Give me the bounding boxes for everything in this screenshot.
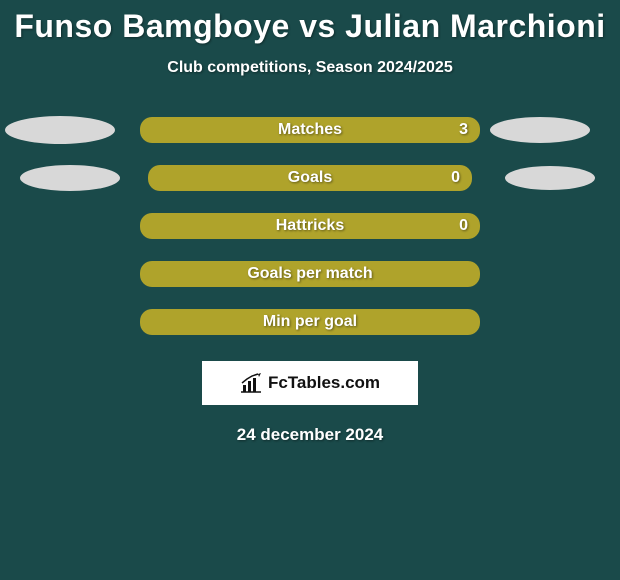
date-text: 24 december 2024 <box>0 425 620 445</box>
stat-row: Goals0 <box>0 165 620 191</box>
logo-box: FcTables.com <box>202 361 418 405</box>
stat-label: Matches <box>140 117 480 143</box>
right-marker <box>505 166 595 190</box>
stat-rows: Matches3Goals0Hattricks0Goals per matchM… <box>0 117 620 335</box>
stat-label: Goals <box>140 165 480 191</box>
left-marker <box>20 165 120 191</box>
stat-row: Hattricks0 <box>0 213 620 239</box>
stat-label: Min per goal <box>140 309 480 335</box>
stat-label: Hattricks <box>140 213 480 239</box>
stat-row: Goals per match <box>0 261 620 287</box>
stat-value: 0 <box>451 165 460 191</box>
stat-row: Min per goal <box>0 309 620 335</box>
stat-value: 0 <box>459 213 468 239</box>
stat-label: Goals per match <box>140 261 480 287</box>
page-title: Funso Bamgboye vs Julian Marchioni <box>0 0 620 45</box>
stat-row: Matches3 <box>0 117 620 143</box>
subtitle: Club competitions, Season 2024/2025 <box>0 59 620 77</box>
right-marker <box>490 117 590 143</box>
logo-text: FcTables.com <box>268 373 380 393</box>
bar-chart-icon <box>240 373 262 393</box>
left-marker <box>5 116 115 144</box>
stat-value: 3 <box>459 117 468 143</box>
